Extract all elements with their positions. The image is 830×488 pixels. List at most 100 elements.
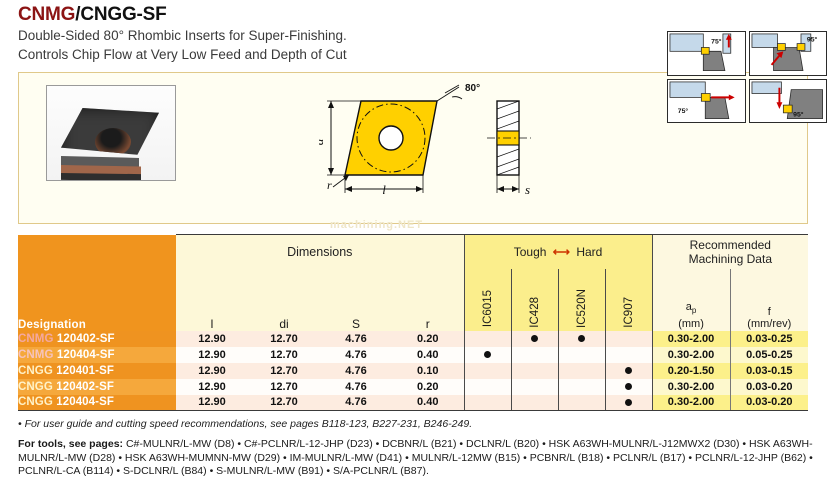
holder-diagram-3: 75° [667, 78, 746, 123]
cell-grade-ic428 [510, 346, 558, 363]
designation-code: 120402-SF [53, 332, 115, 345]
page-title: CNMG/CNGG-SF [18, 4, 658, 26]
cell-r: 0.40 [392, 346, 464, 363]
cell-l: 12.90 [176, 394, 248, 411]
group-header-hard: Hard [576, 244, 603, 259]
illustration-panel: d l r 80° [18, 31, 827, 224]
cell-grade-ic520n [557, 378, 605, 395]
cell-grade-ic6015 [463, 346, 511, 363]
cell-grade-ic520n [557, 330, 605, 347]
holder-diagram-2: 95° [748, 31, 827, 76]
cell-ap: 0.30-2.00 [651, 330, 731, 347]
cell-ap: 0.30-2.00 [651, 378, 731, 395]
toolholder-2 [772, 47, 803, 72]
table-row[interactable]: CNMG 120404-SF 12.90 12.70 4.76 0.40 0.30-2.0… [18, 346, 809, 363]
header: CNMG/CNGG-SF Double-Sided 80° Rhombic In… [18, 4, 658, 63]
cell-f: 0.03-0.20 [729, 394, 809, 411]
column-header-ap-unit: (mm) [678, 318, 704, 330]
cell-di: 12.70 [248, 378, 320, 395]
insert-photo-copper-band [61, 165, 141, 176]
column-header-grade-ic6015: IC6015 [463, 268, 511, 331]
r-label: r [327, 178, 332, 192]
cell-ap: 0.30-2.00 [651, 394, 731, 411]
footnotes: • For user guide and cutting speed recom… [18, 418, 818, 479]
l-arrow-left [345, 186, 352, 192]
toolholder-1 [702, 50, 726, 72]
grade-label-ic428: IC428 [528, 296, 541, 328]
holder-diagram-4: 95° [748, 78, 827, 123]
cell-s: 4.76 [320, 394, 392, 411]
cell-grade-ic6015 [463, 362, 511, 379]
table-group-header-row: Dimensions Tough ⟷ Hard Recommended Mach… [18, 234, 809, 269]
group-header-dimensions: Dimensions [176, 234, 464, 269]
column-header-f-unit: (mm/rev) [747, 318, 792, 330]
table-row[interactable]: CNMG 120402-SF 12.90 12.70 4.76 0.20 0.30-2.0… [18, 330, 809, 347]
cell-designation: CNGG 120402-SF [18, 378, 176, 395]
angle-arc [451, 96, 463, 100]
table-column-header-row: Designation l di S r IC6015 IC428 IC520N… [18, 268, 809, 331]
workpiece-4 [751, 81, 782, 94]
cell-grade-ic428 [510, 330, 558, 347]
grade-label-ic520n: IC520N [575, 288, 588, 328]
cell-l: 12.90 [176, 378, 248, 395]
cell-grade-ic907 [604, 346, 653, 363]
designation-code: 120404-SF [53, 348, 115, 361]
arrowhead-3 [728, 93, 735, 100]
grade-available-dot-icon [625, 383, 633, 391]
grade-available-dot-icon [578, 335, 585, 343]
column-header-grade-ic907: IC907 [604, 268, 653, 331]
column-header-grade-ic428: IC428 [510, 268, 558, 331]
cell-designation: CNMG 120404-SF [18, 346, 176, 363]
cell-r: 0.20 [392, 330, 464, 347]
column-header-di: di [248, 268, 320, 331]
cell-r: 0.40 [392, 394, 464, 411]
group-header-recommended-line1: Recommended [689, 237, 771, 252]
group-header-recommended: Recommended Machining Data [651, 234, 809, 269]
cell-grade-ic6015 [463, 394, 511, 411]
cell-ap: 0.20-1.50 [651, 362, 731, 379]
cell-s: 4.76 [320, 362, 392, 379]
subtitle-line-1: Double-Sided 80° Rhombic Inserts for Sup… [18, 28, 347, 43]
s-arrow-left [497, 186, 504, 192]
cell-grade-ic907 [604, 362, 653, 379]
angle-leader [436, 86, 460, 102]
cell-grade-ic6015 [463, 378, 511, 395]
cell-di: 12.70 [248, 394, 320, 411]
specification-table: Dimensions Tough ⟷ Hard Recommended Mach… [18, 234, 809, 411]
grade-available-dot-icon [484, 351, 491, 359]
column-header-ap-symbol: ap [685, 301, 697, 316]
table-row[interactable]: CNGG 120401-SF 12.90 12.70 4.76 0.10 0.20-1.5… [18, 362, 809, 379]
holder-angle-label-3: 75° [678, 106, 689, 114]
column-header-f: f (mm/rev) [729, 268, 809, 331]
cell-l: 12.90 [176, 346, 248, 363]
insert-2b [796, 43, 805, 51]
angle-leader-2 [444, 84, 460, 94]
cell-l: 12.90 [176, 330, 248, 347]
cell-l: 12.90 [176, 362, 248, 379]
footnote-tools-body: C#-MULNR/L-MW (D8) • C#-PCLNR/L-12-JHP (… [18, 438, 813, 477]
insert-3 [700, 92, 711, 102]
holder-angle-label-1: 75° [711, 38, 722, 46]
center-bore [378, 125, 404, 151]
designation-code: 120404-SF [52, 396, 115, 409]
cell-designation: CNGG 120404-SF [18, 394, 176, 411]
cell-grade-ic520n [557, 394, 605, 411]
d-arrow-bottom [328, 168, 334, 175]
cell-grade-ic520n [557, 362, 605, 379]
insert-dimension-diagram: d l r 80° [311, 83, 531, 197]
table-row[interactable]: CNGG 120402-SF 12.90 12.70 4.76 0.20 0.30-2.0… [18, 378, 809, 395]
designation-prefix: CNMG [18, 348, 54, 361]
insert-4 [782, 104, 793, 113]
table-row[interactable]: CNGG 120404-SF 12.90 12.70 4.76 0.40 0.30-2.0… [18, 394, 809, 411]
holder-application-diagrams: 75° 95° [667, 31, 827, 123]
designation-prefix: CNGG [18, 396, 53, 409]
insert-photo [47, 86, 175, 180]
cell-grade-ic428 [510, 362, 558, 379]
cell-f: 0.03-0.15 [729, 362, 809, 379]
holder-angle-label-4: 95° [793, 110, 804, 118]
cell-r: 0.10 [392, 362, 464, 379]
insert-2 [776, 43, 786, 51]
group-header-tough: Tough [513, 244, 547, 259]
holder-diagram-1: 75° [667, 31, 746, 76]
